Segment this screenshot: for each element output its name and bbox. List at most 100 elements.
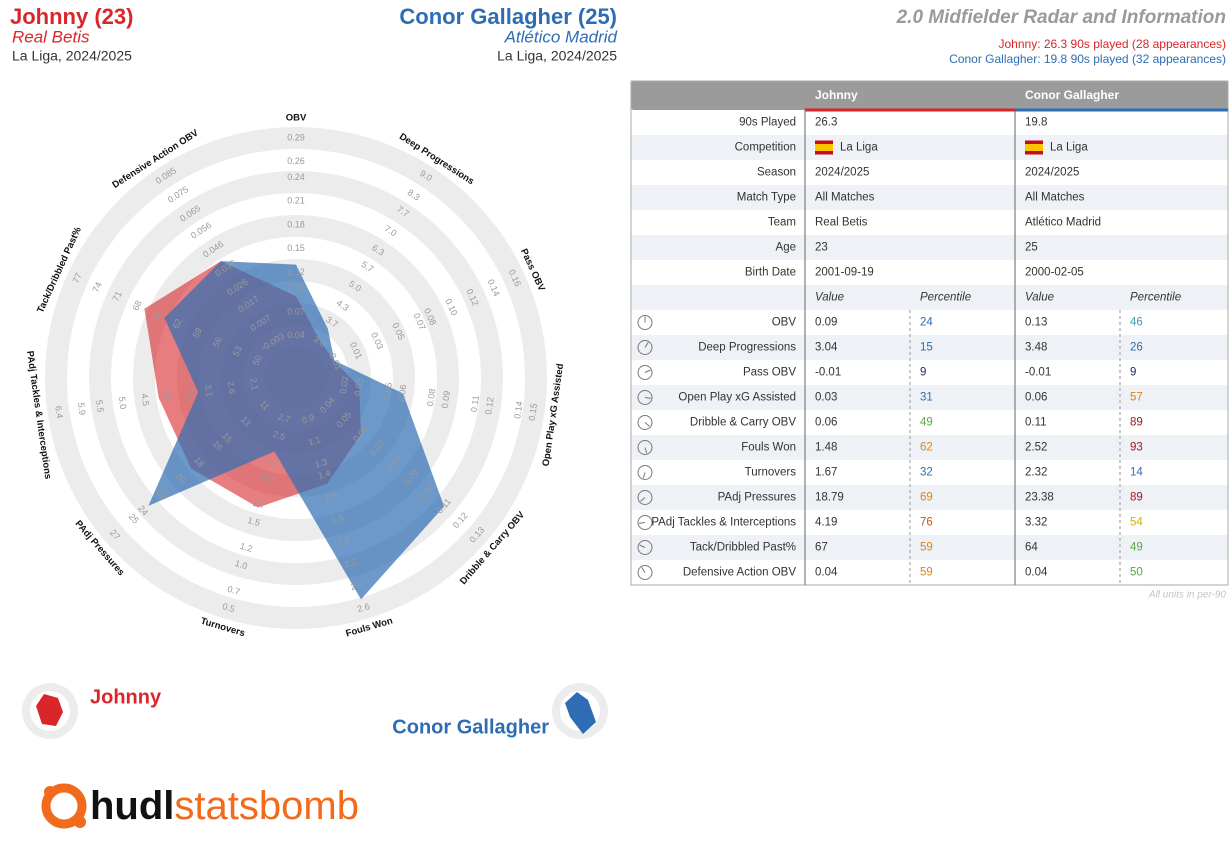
- tick-label: 0.18: [287, 219, 305, 229]
- percentile: 24: [920, 317, 933, 329]
- tick-label: 62: [171, 317, 184, 330]
- tick-label: 2.0: [336, 534, 351, 547]
- player-team: Atlético Madrid: [504, 27, 618, 46]
- metric-label: Turnovers: [745, 467, 797, 479]
- flag: [1025, 144, 1043, 151]
- table-row: [631, 160, 1228, 185]
- tick-label: 2.1: [248, 377, 260, 391]
- tick-label: 0.24: [287, 172, 305, 182]
- metric-label: PAdj Tackles & Interceptions: [651, 517, 796, 529]
- tick-label: 0.11: [469, 395, 481, 413]
- legend-label: Conor Gallagher: [392, 716, 549, 738]
- footnote: All units in per-90: [1148, 590, 1227, 601]
- metric-icon: [642, 472, 646, 479]
- metric-icon: [644, 369, 651, 373]
- tick-label: 0.5: [221, 601, 236, 614]
- cell-value: 2024/2025: [1025, 167, 1079, 179]
- tick-label: 2.2: [343, 557, 358, 570]
- tick-label: 1.3: [314, 457, 329, 470]
- logo-brand: hudl: [90, 784, 174, 828]
- percentile: 62: [920, 442, 933, 454]
- tick-label: 1.2: [239, 541, 254, 554]
- metric-icon: [637, 315, 653, 330]
- cell-value: 19.8: [1025, 117, 1047, 129]
- tick-label: 0.14: [512, 401, 524, 420]
- tick-label: 2.5: [272, 429, 287, 442]
- tick-label: 2.2: [264, 455, 279, 468]
- table-row: [631, 260, 1228, 285]
- table-row: [631, 185, 1228, 210]
- tick-label: 0.21: [287, 196, 305, 206]
- tick-label: 1.7: [252, 498, 267, 511]
- percentile: 49: [920, 417, 933, 429]
- metric-icon: [638, 522, 646, 524]
- metric-value: 0.06: [1025, 392, 1047, 404]
- table-row: [631, 335, 1228, 360]
- legend-badge: [552, 683, 608, 739]
- tick-label: 56: [211, 335, 224, 348]
- player-competition: La Liga, 2024/2025: [497, 48, 617, 64]
- axis-label: OBV: [286, 113, 307, 124]
- table-row: [631, 410, 1228, 435]
- tick-label: 0.08: [425, 388, 437, 407]
- tick-label: 13: [239, 414, 253, 428]
- metric-icon: [637, 540, 653, 555]
- table-row: [631, 485, 1228, 510]
- cell-value: All Matches: [815, 192, 875, 204]
- tick-label: 25: [127, 512, 141, 526]
- metric-value: 0.13: [1025, 317, 1047, 329]
- tick-label: 0.12: [287, 267, 305, 277]
- tick-label: 0.15: [527, 403, 539, 422]
- metric-label: Fouls Won: [741, 442, 796, 454]
- cell-value: Real Betis: [815, 217, 868, 229]
- percentile: 50: [1130, 567, 1143, 579]
- metric-value: 23.38: [1025, 492, 1054, 504]
- metric-value: 1.67: [815, 467, 837, 479]
- tick-label: 24: [136, 503, 150, 517]
- percentile: 89: [1130, 492, 1143, 504]
- tick-label: 2.6: [226, 380, 238, 394]
- tick-label: 1.1: [307, 434, 322, 447]
- note: Conor Gallagher: 19.8 90s played (32 app…: [949, 52, 1226, 66]
- flag: [815, 144, 833, 151]
- cell-value: 25: [1025, 242, 1038, 254]
- tick-label: 3.1: [203, 384, 215, 398]
- cell-value: La Liga: [840, 142, 878, 154]
- percentile: 32: [920, 467, 933, 479]
- tick-label: 74: [91, 281, 104, 294]
- metric-value: 0.09: [815, 317, 837, 329]
- logo-icon: [41, 783, 87, 829]
- metric-value: 2.32: [1025, 467, 1047, 479]
- metric-icon: [637, 490, 653, 505]
- cell-value: 2001-09-19: [815, 267, 874, 279]
- metric-label: OBV: [772, 317, 797, 329]
- tick-label: 50: [251, 354, 264, 367]
- subheader: Percentile: [920, 292, 971, 304]
- cell-value: 2000-02-05: [1025, 267, 1084, 279]
- metric-value: 1.48: [815, 442, 837, 454]
- metric-value: 64: [1025, 542, 1038, 554]
- table-row: [631, 235, 1228, 260]
- table-header: [631, 81, 1228, 110]
- percentile: 46: [1130, 317, 1143, 329]
- tick-label: 0.7: [226, 584, 241, 597]
- percentile: 26: [1130, 342, 1143, 354]
- tick-label: 27: [108, 528, 122, 542]
- tick-label: 0.29: [287, 132, 305, 142]
- tick-label: 0.02: [338, 376, 350, 395]
- metric-label: Dribble & Carry OBV: [690, 417, 796, 429]
- tick-label: 59: [191, 326, 204, 339]
- tick-label: 0.04: [287, 330, 305, 340]
- tick-label: 0.09: [440, 390, 452, 409]
- tick-label: 1.4: [317, 468, 332, 481]
- player-title: Conor Gallagher (25): [399, 4, 617, 29]
- metric-icon: [637, 465, 653, 480]
- metric-value: 0.04: [1025, 567, 1048, 579]
- percentile: 76: [920, 517, 933, 529]
- metric-value: 0.03: [815, 392, 837, 404]
- metric-icon: [641, 567, 646, 573]
- table-row: [631, 460, 1228, 485]
- percentile: 93: [1130, 442, 1143, 454]
- metric-label: Deep Progressions: [698, 342, 796, 354]
